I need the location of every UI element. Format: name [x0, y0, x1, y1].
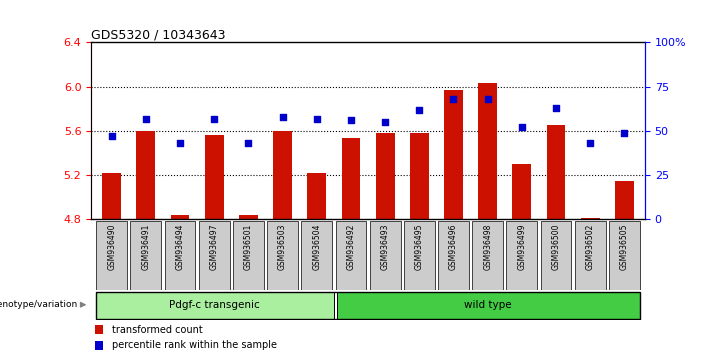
FancyBboxPatch shape	[233, 221, 264, 290]
Bar	[95, 341, 104, 350]
Bar	[615, 181, 634, 219]
Text: GSM936495: GSM936495	[415, 224, 424, 270]
FancyBboxPatch shape	[336, 221, 367, 290]
Text: genotype/variation: genotype/variation	[0, 300, 78, 309]
FancyBboxPatch shape	[404, 221, 435, 290]
Bar	[170, 215, 189, 219]
Bar	[102, 173, 121, 219]
Point	[209, 116, 220, 121]
Text: GSM936492: GSM936492	[346, 224, 355, 270]
Bar	[205, 136, 224, 219]
Text: GSM936497: GSM936497	[210, 224, 219, 270]
Bar	[512, 164, 531, 219]
Point	[106, 133, 117, 139]
FancyBboxPatch shape	[575, 221, 606, 290]
Text: GSM936494: GSM936494	[175, 224, 184, 270]
Text: GSM936501: GSM936501	[244, 224, 253, 270]
Point	[243, 141, 254, 146]
FancyBboxPatch shape	[609, 221, 640, 290]
Point	[448, 96, 459, 102]
Text: percentile rank within the sample: percentile rank within the sample	[112, 340, 277, 350]
Text: transformed count: transformed count	[112, 325, 203, 335]
Text: GSM936505: GSM936505	[620, 224, 629, 270]
Bar	[547, 125, 566, 219]
Bar	[95, 325, 104, 335]
FancyBboxPatch shape	[96, 221, 127, 290]
Text: wild type: wild type	[464, 300, 512, 310]
FancyBboxPatch shape	[165, 221, 196, 290]
Text: GDS5320 / 10343643: GDS5320 / 10343643	[91, 28, 226, 41]
Text: GSM936493: GSM936493	[381, 224, 390, 270]
Bar	[478, 84, 497, 219]
Bar	[376, 133, 395, 219]
Point	[277, 114, 288, 120]
FancyBboxPatch shape	[369, 221, 400, 290]
Text: Pdgf-c transgenic: Pdgf-c transgenic	[169, 300, 259, 310]
Bar	[410, 133, 429, 219]
FancyBboxPatch shape	[96, 292, 334, 319]
FancyBboxPatch shape	[199, 221, 230, 290]
Point	[550, 105, 562, 111]
Bar	[273, 131, 292, 219]
Point	[482, 96, 494, 102]
FancyBboxPatch shape	[337, 292, 640, 319]
Point	[516, 125, 527, 130]
FancyBboxPatch shape	[438, 221, 469, 290]
Point	[346, 118, 357, 123]
Text: GSM936500: GSM936500	[552, 224, 561, 270]
Text: GSM936499: GSM936499	[517, 224, 526, 270]
Point	[414, 107, 425, 113]
Text: GSM936502: GSM936502	[586, 224, 594, 270]
Bar	[239, 215, 258, 219]
Bar	[137, 131, 155, 219]
Point	[175, 141, 186, 146]
Text: GSM936498: GSM936498	[483, 224, 492, 270]
Point	[140, 116, 151, 121]
Text: GSM936490: GSM936490	[107, 224, 116, 270]
Text: GSM936503: GSM936503	[278, 224, 287, 270]
Bar	[341, 138, 360, 219]
FancyBboxPatch shape	[301, 221, 332, 290]
FancyBboxPatch shape	[540, 221, 571, 290]
Point	[619, 130, 630, 136]
Text: GSM936491: GSM936491	[142, 224, 150, 270]
Point	[585, 141, 596, 146]
Point	[311, 116, 322, 121]
Text: GSM936496: GSM936496	[449, 224, 458, 270]
Point	[379, 119, 390, 125]
Bar	[444, 90, 463, 219]
Text: GSM936504: GSM936504	[312, 224, 321, 270]
Bar	[581, 218, 599, 219]
FancyBboxPatch shape	[507, 221, 537, 290]
Bar	[307, 173, 326, 219]
FancyBboxPatch shape	[472, 221, 503, 290]
FancyBboxPatch shape	[267, 221, 298, 290]
FancyBboxPatch shape	[130, 221, 161, 290]
